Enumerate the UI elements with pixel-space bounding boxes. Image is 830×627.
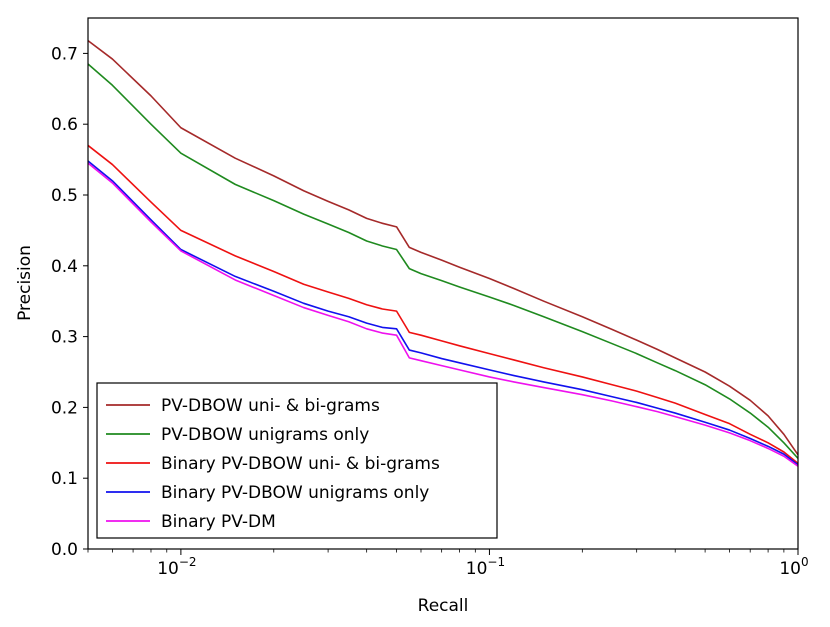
legend-label-1: PV-DBOW uni- & bi-grams [161,396,380,416]
y-tick-label: 0.4 [51,257,78,277]
legend-label-5: Binary PV-DM [161,512,276,532]
y-tick-label: 0.1 [51,469,78,489]
series-line-4 [87,160,799,466]
legend-box [96,382,498,539]
x-axis-label: Recall [418,596,469,616]
y-tick-label: 0.6 [51,115,78,135]
series-layer [87,40,799,467]
y-tick-label: 0.0 [51,540,78,560]
series-line-1 [87,40,799,456]
legend: PV-DBOW uni- & bi-grams PV-DBOW unigrams … [96,382,498,539]
plot-frame [87,17,799,550]
series-line-5 [87,162,799,467]
legend-label-3: Binary PV-DBOW uni- & bi-grams [161,454,440,474]
y-axis-ticks: 0.0 0.1 0.2 0.3 0.4 0.5 0.6 0.7 [51,44,88,560]
y-tick-label: 0.5 [51,186,78,206]
series-line-3 [87,144,799,464]
y-axis-label: Precision [15,245,35,321]
y-tick-label: 0.3 [51,328,78,348]
y-tick-label: 0.2 [51,398,78,418]
legend-label-2: PV-DBOW unigrams only [161,425,369,445]
legend-label-4: Binary PV-DBOW unigrams only [161,483,429,503]
y-tick-label: 0.7 [51,44,78,64]
series-line-2 [87,63,799,459]
